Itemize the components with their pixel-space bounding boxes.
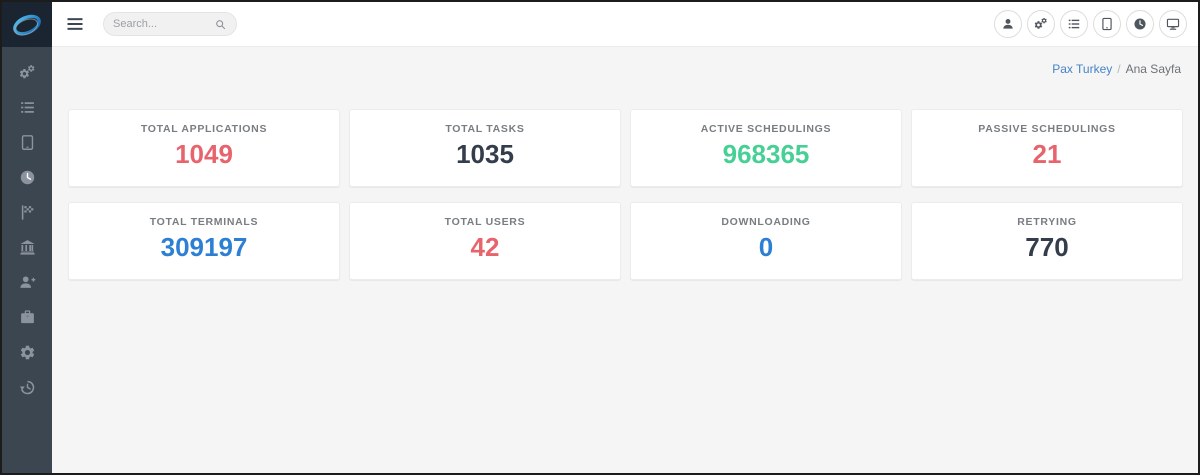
card-total-tasks: TOTAL TASKS 1035	[349, 109, 621, 187]
gear-icon	[19, 344, 36, 361]
header-button-cogs[interactable]	[1027, 10, 1055, 38]
user-icon	[1001, 17, 1015, 31]
card-total-terminals: TOTAL TERMINALS 309197	[68, 202, 340, 280]
history-icon	[19, 379, 36, 396]
header-button-tablet[interactable]	[1093, 10, 1121, 38]
sidebar-item-user-plus[interactable]	[2, 265, 52, 300]
briefcase-icon	[19, 309, 36, 326]
sidebar-item-flag-checkered[interactable]	[2, 195, 52, 230]
card-passive-schedulings: PASSIVE SCHEDULINGS 21	[911, 109, 1183, 187]
stat-card-value: 770	[1025, 232, 1069, 262]
stat-card-value: 309197	[160, 232, 248, 262]
header-button-list[interactable]	[1060, 10, 1088, 38]
sidebar-item-history[interactable]	[2, 370, 52, 405]
stat-card-label: TOTAL APPLICATIONS	[140, 123, 268, 135]
stat-card-label: RETRYING	[1017, 216, 1077, 228]
flag-checkered-icon	[19, 204, 36, 221]
stat-card-value: 42	[470, 232, 500, 262]
card-active-schedulings: ACTIVE SCHEDULINGS 968365	[630, 109, 902, 187]
stat-card-label: PASSIVE SCHEDULINGS	[978, 123, 1116, 135]
app-logo[interactable]	[2, 2, 52, 47]
header-button-user[interactable]	[994, 10, 1022, 38]
top-header	[52, 2, 1198, 47]
sidebar-item-list[interactable]	[2, 90, 52, 125]
card-total-applications: TOTAL APPLICATIONS 1049	[68, 109, 340, 187]
breadcrumb-separator: /	[1117, 62, 1121, 76]
sidebar-item-clock[interactable]	[2, 160, 52, 195]
stat-card-label: TOTAL TERMINALS	[149, 216, 259, 228]
tablet-icon	[19, 134, 36, 151]
main-content: Pax Turkey / Ana Sayfa TOTAL APPLICATIONS …	[52, 47, 1198, 473]
header-button-clock[interactable]	[1126, 10, 1154, 38]
list-icon	[1067, 17, 1081, 31]
user-plus-icon	[19, 274, 36, 291]
stat-card-value: 1035	[456, 139, 514, 169]
stat-card-label: ACTIVE SCHEDULINGS	[700, 123, 832, 135]
tablet-icon	[1100, 17, 1114, 31]
stat-card-value: 0	[758, 232, 774, 262]
card-retrying: RETRYING 770	[911, 202, 1183, 280]
header-icon-buttons	[994, 10, 1187, 38]
search-icon[interactable]	[214, 18, 227, 31]
list-icon	[19, 99, 36, 116]
sidebar	[2, 2, 52, 473]
cogs-icon	[1034, 17, 1048, 31]
clock-icon	[19, 169, 36, 186]
search-box[interactable]	[103, 12, 237, 36]
card-total-users: TOTAL USERS 42	[349, 202, 621, 280]
breadcrumb-current: Ana Sayfa	[1125, 62, 1181, 76]
sidebar-item-bank[interactable]	[2, 230, 52, 265]
logo-swirl-icon	[13, 14, 41, 36]
stat-card-value: 968365	[722, 139, 810, 169]
stat-card-label: TOTAL TASKS	[445, 123, 525, 135]
menu-toggle-button[interactable]	[65, 14, 85, 34]
stat-card-value: 21	[1032, 139, 1062, 169]
search-input[interactable]	[113, 18, 214, 30]
sidebar-item-briefcase[interactable]	[2, 300, 52, 335]
stat-card-value: 1049	[175, 139, 233, 169]
breadcrumb-parent-link[interactable]: Pax Turkey	[1052, 62, 1113, 76]
sidebar-item-cogs[interactable]	[2, 55, 52, 90]
card-downloading: DOWNLOADING 0	[630, 202, 902, 280]
desktop-icon	[1166, 17, 1180, 31]
sidebar-item-tablet[interactable]	[2, 125, 52, 160]
stat-card-label: TOTAL USERS	[444, 216, 526, 228]
bank-icon	[19, 239, 36, 256]
cards-grid: TOTAL APPLICATIONS 1049 TOTAL TASKS 1035…	[52, 109, 1198, 280]
clock-icon	[1133, 17, 1147, 31]
header-button-desktop[interactable]	[1159, 10, 1187, 38]
hamburger-icon	[65, 14, 85, 34]
breadcrumb: Pax Turkey / Ana Sayfa	[52, 47, 1198, 109]
stat-card-label: DOWNLOADING	[721, 216, 811, 228]
cogs-icon	[19, 64, 36, 81]
sidebar-nav	[2, 47, 52, 405]
sidebar-item-gear[interactable]	[2, 335, 52, 370]
